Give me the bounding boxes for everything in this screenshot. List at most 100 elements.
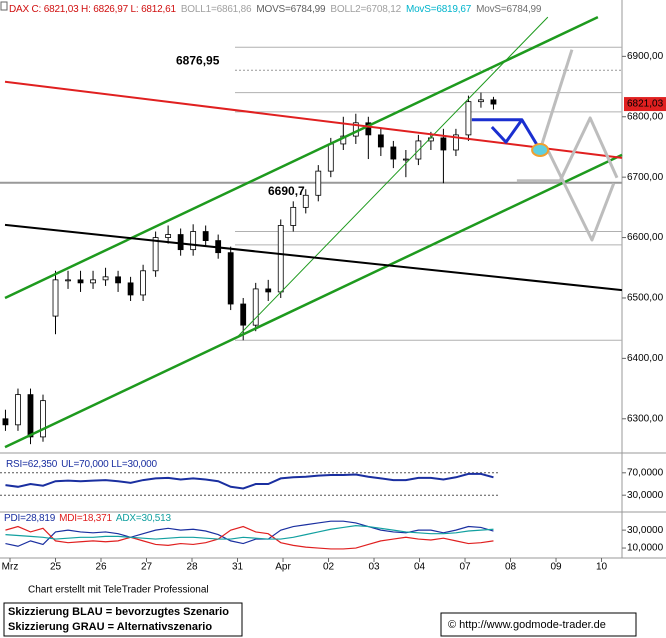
- candle-body: [290, 206, 297, 226]
- panel-legend: RSI=62,350 UL=70,000 LL=30,000: [6, 459, 157, 470]
- header-item: BOLL2=6708,12: [330, 4, 401, 15]
- candle-body: [478, 99, 484, 103]
- candle-body: [115, 276, 121, 284]
- candle-body: [140, 270, 147, 296]
- candle-body: [52, 279, 59, 317]
- legend-box: [3, 602, 243, 637]
- legend-entry: PDI=28,819: [4, 513, 56, 524]
- trendline: [4, 15, 599, 300]
- last-price-label: 6821,03: [627, 99, 664, 110]
- candle-body: [90, 279, 96, 284]
- y-tick-label: 6400,00: [627, 353, 664, 364]
- header-item: MovS=6784,99: [476, 4, 542, 15]
- trendline: [236, 16, 549, 338]
- candle-body: [465, 101, 472, 136]
- trendline: [4, 153, 623, 449]
- candle-body: [402, 158, 409, 161]
- trendline: [516, 116, 619, 183]
- x-tick-label: 02: [323, 562, 335, 573]
- candle-body: [2, 418, 9, 426]
- candle-body: [202, 231, 209, 241]
- y-tick-label: 6300,00: [627, 413, 664, 424]
- candle-body: [327, 143, 334, 172]
- candle-body: [252, 288, 259, 326]
- trendline: [546, 149, 616, 242]
- candle-body: [490, 99, 497, 105]
- header-item: BOLL1=6861,86: [181, 4, 252, 15]
- candle-body: [65, 279, 71, 282]
- y-tick-label: 6500,00: [627, 293, 664, 304]
- candle-body: [315, 170, 322, 196]
- header-item: DAX C: 6821,03 H: 6826,97 L: 6812,61: [9, 4, 176, 15]
- copyright-box: [440, 612, 637, 637]
- indicator-line: [5, 472, 494, 490]
- indicator-line: [5, 525, 494, 540]
- trendline: [490, 118, 524, 144]
- candle-body: [265, 288, 272, 293]
- candle-body: [377, 134, 384, 148]
- y-tick-label: 70,0000: [627, 467, 664, 478]
- candle-body: [365, 122, 372, 136]
- x-tick-label: 07: [459, 562, 471, 573]
- x-tick-label: 04: [414, 562, 426, 573]
- y-tick-label: 6700,00: [627, 172, 664, 183]
- candle-body: [190, 231, 197, 251]
- candle-body: [15, 394, 21, 426]
- indicator-line: [5, 520, 494, 547]
- candle-body: [127, 282, 134, 296]
- x-tick-label: 10: [596, 562, 608, 573]
- trendline: [4, 223, 623, 292]
- candle-body: [302, 194, 309, 208]
- x-tick-label: 09: [550, 562, 562, 573]
- last-price-box: [624, 97, 666, 112]
- x-tick-label: 27: [141, 562, 153, 573]
- x-tick-label: 08: [505, 562, 517, 573]
- candle-body: [77, 279, 84, 284]
- legend-extra: UL=70,000 LL=30,000: [61, 459, 157, 470]
- annotation-label: 6690,7: [268, 184, 305, 198]
- candle-body: [453, 134, 459, 151]
- header-item: MovS=6819,67: [406, 4, 472, 15]
- x-tick-label: 25: [50, 562, 62, 573]
- x-tick-label: Apr: [275, 562, 291, 573]
- legend-entry: RSI=62,350: [6, 459, 58, 470]
- candle-body: [102, 276, 109, 281]
- credit: Chart erstellt mit TeleTrader Profession…: [28, 585, 209, 596]
- y-tick-label: 30,0000: [627, 490, 664, 501]
- header: DAX C: 6821,03 H: 6826,97 L: 6812,61 BOLL…: [9, 4, 542, 15]
- panel-legend: PDI=28,819 MDI=18,371 ADX=30,513: [4, 513, 172, 524]
- x-tick-label: 31: [232, 562, 244, 573]
- candle-body: [177, 234, 184, 251]
- trendline: [4, 80, 623, 159]
- x-tick-label: Mrz: [2, 562, 19, 573]
- y-tick-label: 30,0000: [627, 525, 664, 536]
- candle-body: [40, 400, 46, 438]
- legend-line: Skizzierung BLAU = bevorzugtes Szenario: [8, 606, 229, 618]
- y-tick-label: 6900,00: [627, 51, 664, 62]
- copyright: © http://www.godmode-trader.de: [448, 619, 606, 631]
- x-tick-label: 26: [95, 562, 107, 573]
- candle-body: [152, 237, 159, 272]
- x-tick-label: 28: [186, 562, 198, 573]
- x-tick-label: 03: [368, 562, 380, 573]
- candle-body: [27, 394, 34, 438]
- candle-body: [227, 252, 234, 305]
- legend-entry: ADX=30,513: [116, 513, 172, 524]
- candle-body: [390, 146, 397, 160]
- y-tick-label: 10,0000: [627, 543, 664, 554]
- candle-body: [240, 303, 247, 326]
- candle-body: [277, 225, 284, 293]
- header-icon: [0, 1, 8, 11]
- y-tick-label: 6600,00: [627, 232, 664, 243]
- candle-body: [440, 137, 447, 151]
- legend-line: Skizzierung GRAU = Alternativszenario: [8, 621, 212, 633]
- annotation-label: 6876,95: [176, 53, 220, 67]
- header-item: MOVS=6784,99: [256, 4, 326, 15]
- candle-body: [165, 234, 172, 238]
- trendline: [538, 49, 574, 151]
- legend-entry: MDI=18,371: [59, 513, 112, 524]
- target-marker: [531, 142, 550, 157]
- y-tick-label: 6800,00: [627, 111, 664, 122]
